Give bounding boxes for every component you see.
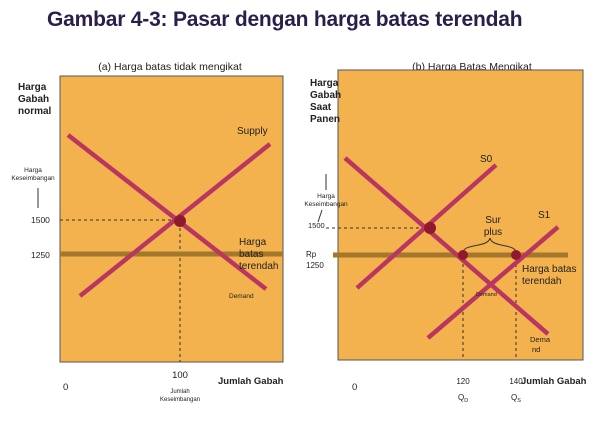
panel-a: (a) Harga batas tidak mengikat Harga Gab… [11,61,283,403]
panel-a-tick-100: 100 [172,370,188,381]
panel-b-floor-price-label-2: 1250 [306,261,324,270]
panel-b-qd-label: QD [458,393,468,404]
panel-b-qs-q: Q [511,393,517,402]
panel-a-y-label-1: Harga [18,82,47,93]
panel-a-eq-price-label-2: Keseimbangan [11,175,55,182]
panel-b-tick-120: 120 [456,377,470,386]
panel-b-tick-1500: 1500 [308,221,325,230]
panel-b-demand-label-2: nd [532,345,540,354]
panel-a-x-label: Jumlah Gabah [218,376,284,387]
panel-b-floor-label-2: terendah [522,276,561,287]
panel-b-x-label: Jumlah Gabah [521,376,587,387]
panel-b-qd-point [458,250,468,260]
panel-b-qs-sub: S [517,398,521,404]
panel-b-tick-140: 140 [509,377,523,386]
panel-b-surplus-label-2: plus [484,227,502,238]
panel-a-origin: 0 [63,382,68,393]
panel-b-demand-label-1: Dema [530,335,551,344]
panel-b-eq-price-tick [317,209,323,223]
figure-title: Gambar 4-3: Pasar dengan harga batas ter… [47,8,523,31]
panel-b-qs-label: QS [511,393,521,404]
panel-a-eq-qty-label-1: Jumlah [170,389,189,395]
panel-a-floor-label-2: batas [239,249,263,260]
panel-b-demand-line [343,156,550,336]
panel-b: (b) Harga Batas Mengikat Harga Gabah Saa… [304,61,586,404]
panel-b-qd-sub: D [464,398,468,404]
panel-a-plot-area [59,75,284,363]
panel-b-floor-price-label-1: Rp [306,250,317,259]
panel-b-floor-label-1: Harga batas [522,264,576,275]
panel-b-s1-line [426,225,560,340]
panel-a-y-label-3: normal [18,106,52,117]
panel-a-demand-label: Demand [229,293,254,300]
panel-b-eq-price-label-1: Harga [317,193,335,200]
panel-b-surplus-label-1: Sur [485,215,501,226]
panel-a-tick-1250: 1250 [31,250,50,260]
panel-b-qs-point [511,250,521,260]
panel-a-equilibrium-point [174,215,186,227]
panel-a-y-label-2: Gabah [18,94,49,105]
panel-a-eq-qty-label-2: Keseimbangan [160,397,200,403]
panel-b-y-label-1: Harga [310,78,339,89]
panel-a-floor-label-3: terendah [239,261,278,272]
panel-b-demand-mid-label: Demand [476,292,497,298]
panel-a-tick-1500: 1500 [31,215,50,225]
panel-a-caption: (a) Harga batas tidak mengikat [98,61,242,73]
panel-a-eq-price-label-1: Harga [24,167,42,174]
panel-a-supply-label: Supply [237,126,268,137]
panel-b-s0-label: S0 [480,154,493,165]
panel-a-floor-label-1: Harga [239,237,267,248]
panel-b-equilibrium-point [424,222,436,234]
panel-b-surplus-brace [462,237,517,254]
panel-b-y-label-2: Gabah [310,90,341,101]
panel-b-qd-q: Q [458,393,464,402]
panel-b-eq-price-label-2: Keseimbangan [304,201,348,208]
panel-a-demand-line [66,133,268,291]
panel-b-y-label-3: Saat [310,102,332,113]
panel-b-origin: 0 [352,382,357,393]
panel-b-s1-label: S1 [538,210,551,221]
panel-b-y-label-4: Panen [310,114,340,125]
